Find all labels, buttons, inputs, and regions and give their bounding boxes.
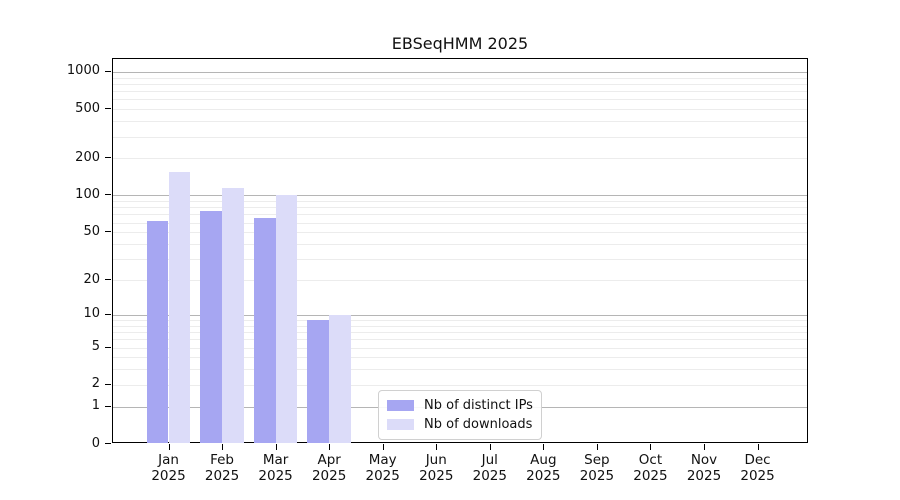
x-axis-tick — [650, 444, 652, 450]
minor-gridline — [113, 232, 807, 234]
minor-gridline — [113, 214, 807, 216]
y-axis-tick-label: 100 — [75, 186, 100, 202]
major-gridline — [113, 71, 807, 73]
x-axis-tick — [382, 444, 384, 450]
x-axis-tick — [596, 444, 598, 450]
x-axis-tick-label: Aug 2025 — [526, 452, 561, 484]
x-axis-tick-label: Nov 2025 — [686, 452, 722, 484]
minor-gridline — [113, 83, 807, 85]
y-axis-tick — [105, 346, 111, 348]
bar-distinct-ips — [146, 220, 169, 443]
minor-gridline — [113, 259, 807, 261]
minor-gridline — [113, 77, 807, 79]
y-axis-tick-label: 1000 — [66, 63, 100, 79]
minor-gridline — [113, 347, 807, 349]
y-axis-tick-label: 500 — [75, 100, 100, 116]
x-axis-tick-label: Feb 2025 — [204, 452, 240, 484]
y-axis-tick — [105, 279, 111, 281]
x-axis-tick — [275, 444, 277, 450]
bar-downloads — [329, 314, 351, 443]
y-axis-tick-label: 1 — [91, 398, 100, 414]
minor-gridline — [113, 158, 807, 160]
x-axis-tick-label: Jun 2025 — [419, 452, 454, 484]
y-axis-tick — [105, 443, 111, 444]
legend-item-downloads: Nb of downloads — [387, 415, 533, 434]
x-axis-tick — [329, 444, 331, 450]
y-axis-tick — [105, 383, 111, 385]
y-axis-tick-label: 2 — [91, 376, 100, 392]
x-axis-tick-label: Oct 2025 — [633, 452, 668, 484]
legend-swatch-distinct-ips — [387, 400, 414, 411]
y-axis-tick — [105, 70, 111, 72]
x-axis-tick-label: Dec 2025 — [740, 452, 775, 484]
x-axis-tick-label: Apr 2025 — [311, 452, 347, 484]
minor-gridline — [113, 109, 807, 111]
bar-distinct-ips — [200, 211, 223, 443]
y-axis-tick — [105, 231, 111, 233]
minor-gridline — [113, 121, 807, 123]
x-axis-tick — [704, 444, 705, 450]
y-axis-tick — [105, 313, 111, 315]
bar-downloads — [222, 188, 244, 443]
legend-swatch-downloads — [387, 419, 414, 430]
y-axis-tick-label: 0 — [91, 435, 100, 451]
major-gridline — [113, 314, 807, 316]
minor-gridline — [113, 136, 807, 138]
y-axis-tick-label: 50 — [83, 223, 100, 239]
legend-item-distinct-ips: Nb of distinct IPs — [387, 396, 533, 415]
legend: Nb of distinct IPs Nb of downloads — [378, 390, 542, 440]
x-axis-tick-label: May 2025 — [365, 452, 400, 484]
bar-distinct-ips — [307, 320, 330, 443]
minor-gridline — [113, 222, 807, 224]
legend-label-downloads: Nb of downloads — [424, 417, 533, 432]
minor-gridline — [113, 339, 807, 341]
major-gridline — [113, 195, 807, 197]
minor-gridline — [113, 332, 807, 334]
y-axis-tick — [105, 108, 111, 110]
chart-title: EBSeqHMM 2025 — [391, 34, 529, 53]
legend-label-distinct-ips: Nb of distinct IPs — [424, 398, 533, 413]
bar-distinct-ips — [253, 218, 276, 443]
y-axis-tick-label: 200 — [75, 149, 100, 165]
minor-gridline — [113, 91, 807, 93]
minor-gridline — [113, 244, 807, 245]
x-axis-tick — [489, 444, 491, 450]
x-axis-tick-label: Mar 2025 — [258, 452, 293, 484]
x-axis-tick — [222, 444, 224, 450]
x-axis-tick — [436, 444, 438, 450]
minor-gridline — [113, 357, 807, 359]
minor-gridline — [113, 320, 807, 321]
bar-downloads — [168, 172, 191, 443]
y-axis-tick — [105, 405, 111, 407]
y-axis-tick-label: 5 — [91, 339, 100, 354]
x-axis-tick — [168, 444, 170, 450]
x-axis-tick-label: Sep 2025 — [579, 452, 615, 484]
y-axis-tick — [105, 194, 111, 196]
minor-gridline — [113, 369, 807, 371]
x-axis-tick-label: Jul 2025 — [472, 452, 507, 484]
x-axis-tick-label: Jan 2025 — [151, 452, 186, 484]
minor-gridline — [113, 99, 807, 101]
bar-downloads — [275, 194, 298, 443]
y-axis-tick-label: 20 — [83, 271, 100, 287]
x-axis-tick — [543, 444, 545, 450]
minor-gridline — [113, 384, 807, 386]
minor-gridline — [113, 280, 807, 282]
y-axis-tick — [105, 157, 111, 159]
x-axis-tick — [757, 444, 759, 450]
y-axis-tick-label: 10 — [83, 306, 100, 322]
minor-gridline — [113, 207, 807, 209]
plot-area — [112, 58, 808, 443]
minor-gridline — [113, 325, 807, 327]
minor-gridline — [113, 201, 807, 203]
